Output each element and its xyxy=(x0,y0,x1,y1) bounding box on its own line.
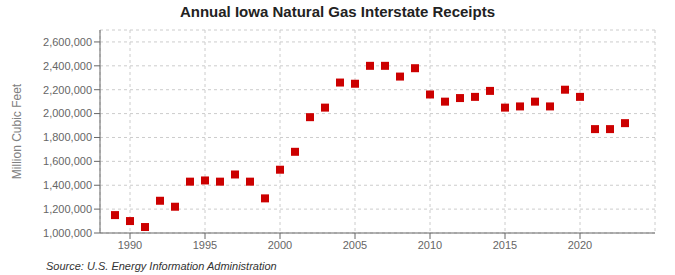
svg-text:2020: 2020 xyxy=(568,239,592,251)
svg-text:1,800,000: 1,800,000 xyxy=(43,131,92,143)
svg-text:1990: 1990 xyxy=(118,239,142,251)
svg-text:2,000,000: 2,000,000 xyxy=(43,107,92,119)
svg-text:2,400,000: 2,400,000 xyxy=(43,60,92,72)
svg-text:2,200,000: 2,200,000 xyxy=(43,84,92,96)
svg-text:Million Cubic Feet: Million Cubic Feet xyxy=(10,83,24,179)
svg-text:2000: 2000 xyxy=(268,239,292,251)
html-text:Annual Iowa Natural Gas Inters: Annual Iowa Natural Gas Interstate Recei… xyxy=(180,3,495,20)
html-text:Source: U.S. Energy Informatio: Source: U.S. Energy Information Administ… xyxy=(46,260,277,272)
svg-text:1,400,000: 1,400,000 xyxy=(43,179,92,191)
svg-text:2015: 2015 xyxy=(493,239,517,251)
svg-text:2,600,000: 2,600,000 xyxy=(43,36,92,48)
svg-text:1,200,000: 1,200,000 xyxy=(43,203,92,215)
svg-text:2005: 2005 xyxy=(343,239,367,251)
svg-text:1,000,000: 1,000,000 xyxy=(43,227,92,239)
svg-text:1995: 1995 xyxy=(193,239,217,251)
svg-text:1,600,000: 1,600,000 xyxy=(43,155,92,167)
svg-text:2010: 2010 xyxy=(418,239,442,251)
